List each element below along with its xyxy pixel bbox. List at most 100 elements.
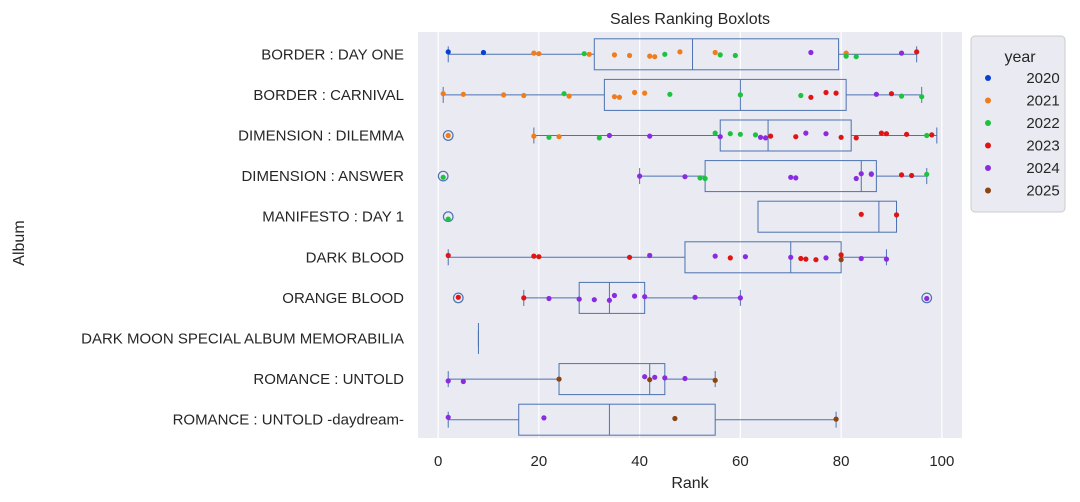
data-point-2023	[823, 89, 829, 96]
x-tick-label: 60	[732, 453, 749, 470]
y-tick-label: DARK MOON SPECIAL ALBUM MEMORABILIA	[81, 331, 404, 348]
data-point-2023	[909, 172, 915, 179]
data-point-2022	[924, 171, 930, 177]
data-point-2021	[536, 51, 542, 57]
data-point-2024	[546, 295, 552, 302]
data-point-2024	[808, 49, 814, 56]
data-point-2024	[873, 91, 879, 97]
x-tick-label: 40	[631, 453, 648, 470]
data-point-2022	[727, 131, 733, 137]
data-point-2023	[838, 252, 844, 258]
data-point-2022	[546, 134, 552, 140]
data-point-2023	[833, 90, 839, 96]
data-point-2022	[737, 92, 743, 98]
data-point-2022	[798, 92, 804, 99]
data-point-2024	[647, 133, 653, 139]
album-box-group	[447, 403, 837, 436]
data-point-2024	[445, 414, 451, 420]
x-tick-label: 0	[434, 453, 442, 470]
data-point-2023	[793, 134, 799, 140]
plot-area	[418, 32, 962, 438]
data-point-2021	[531, 50, 537, 56]
data-point-2024	[788, 174, 794, 180]
data-point-2021	[445, 132, 451, 139]
data-point-2023	[727, 255, 733, 261]
data-point-2024	[823, 131, 829, 137]
data-point-2023	[914, 49, 920, 55]
data-point-2022	[662, 51, 668, 57]
data-point-2024	[606, 132, 613, 139]
point-layer	[440, 49, 935, 422]
data-point-2023	[878, 130, 885, 136]
data-point-2024	[647, 252, 653, 259]
data-point-2023	[888, 91, 895, 97]
data-point-2024	[712, 253, 718, 259]
data-point-2021	[440, 91, 446, 97]
data-point-2024	[631, 293, 638, 299]
data-point-2021	[652, 54, 658, 60]
data-point-2024	[762, 135, 769, 141]
data-point-2022	[853, 54, 859, 60]
legend-marker-2021	[985, 97, 991, 104]
data-point-2020	[480, 49, 487, 56]
data-point-2024	[611, 292, 618, 299]
y-tick-label: MANIFESTO : DAY 1	[262, 209, 404, 226]
data-point-2024	[853, 175, 859, 182]
data-point-2021	[460, 91, 466, 97]
data-point-2022	[919, 94, 925, 100]
data-point-2021	[647, 53, 653, 59]
data-point-2023	[903, 131, 910, 137]
data-point-2022	[596, 135, 602, 141]
data-point-2024	[642, 294, 648, 300]
data-point-2023	[838, 134, 844, 140]
data-point-2021	[501, 92, 507, 98]
data-point-2024	[898, 50, 905, 56]
iqr-box	[593, 38, 840, 71]
data-point-2022	[561, 91, 567, 97]
data-point-2022	[843, 53, 849, 59]
y-tick-label: ROMANCE : UNTOLD	[253, 371, 404, 388]
legend-label: 2023	[1026, 138, 1059, 155]
legend: year 2020 2021 2022 2023 2024 2025	[970, 35, 1066, 213]
y-tick-labels: BORDER : DAY ONE BORDER : CARNIVAL DIMENSI…	[81, 46, 404, 428]
y-tick-label: BORDER : CARNIVAL	[253, 87, 404, 104]
data-point-2022	[712, 130, 718, 136]
data-point-2024	[883, 256, 890, 262]
data-point-2021	[626, 52, 633, 59]
data-point-2024	[858, 255, 864, 262]
data-point-2024	[606, 297, 613, 303]
album-box-group	[442, 119, 938, 152]
flier-marker	[452, 292, 464, 304]
data-point-2025	[712, 377, 718, 383]
data-point-2024	[823, 255, 829, 261]
chart-title: Sales Ranking Boxlots	[610, 11, 770, 28]
data-point-2021	[677, 49, 683, 55]
x-tick-labels: 0 20 40 60 80 100	[434, 453, 954, 470]
data-point-2021	[531, 133, 537, 139]
data-point-2023	[893, 212, 900, 218]
legend-title: year	[1004, 49, 1036, 66]
iqr-box	[518, 403, 716, 436]
legend-label: 2021	[1026, 93, 1059, 110]
data-point-2024	[460, 378, 466, 385]
data-point-2023	[455, 294, 461, 300]
data-point-2021	[712, 49, 718, 56]
data-point-2023	[929, 132, 935, 138]
y-tick-label: ORANGE BLOOD	[282, 290, 404, 307]
data-point-2024	[652, 374, 658, 380]
data-point-2021	[611, 52, 618, 58]
data-point-2023	[858, 211, 864, 217]
data-point-2021	[616, 94, 623, 100]
data-point-2021	[631, 89, 638, 96]
data-point-2022	[440, 174, 446, 180]
data-point-2025	[833, 416, 839, 422]
y-axis-title: Album	[11, 220, 28, 265]
data-point-2022	[717, 52, 723, 58]
data-point-2025	[647, 377, 653, 383]
x-tick-label: 20	[531, 453, 548, 470]
data-point-2022	[702, 175, 708, 182]
x-tick-label: 80	[833, 453, 850, 470]
data-point-2023	[445, 252, 451, 259]
data-point-2023	[767, 133, 774, 139]
